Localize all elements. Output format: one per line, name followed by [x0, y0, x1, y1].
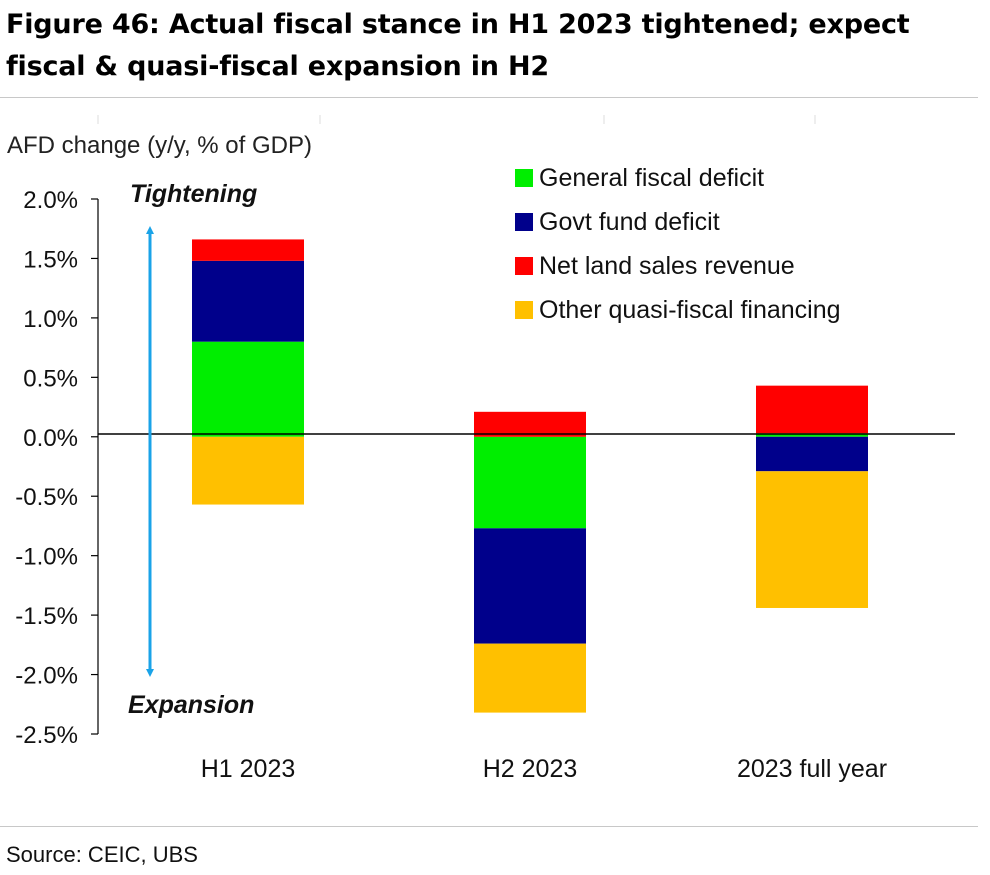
bar-segment [474, 528, 586, 644]
tightening-label: Tightening [130, 180, 257, 208]
legend-label: Govt fund deficit [539, 208, 720, 236]
y-tick-label: 1.5% [23, 246, 78, 273]
legend: General fiscal deficit Govt fund deficit N… [515, 164, 841, 324]
legend-swatch [515, 257, 533, 275]
bar-segment [756, 433, 868, 437]
expansion-label: Expansion [128, 691, 254, 719]
y-tick-label: 0.5% [23, 365, 78, 392]
figure-title: Figure 46: Actual fiscal stance in H1 20… [6, 9, 910, 82]
bar-segment [192, 341, 304, 437]
legend-swatch [515, 169, 533, 187]
stacked-bar-chart: 2.0% 1.5% 1.0% 0.5% 0.0% -0.5% -1.0% -1.5% -2.0%… [7, 115, 955, 783]
y-tick-label: 2.0% [23, 187, 78, 214]
title-divider [0, 97, 978, 98]
bar-segment [756, 385, 868, 434]
bar-segment [756, 471, 868, 608]
bar-segment [192, 239, 304, 261]
bar-segment [756, 436, 868, 472]
legend-label: Other quasi-fiscal financing [539, 296, 841, 324]
legend-label: General fiscal deficit [539, 164, 764, 192]
bars [192, 239, 868, 713]
y-axis-label: AFD change (y/y, % of GDP) [7, 132, 312, 159]
legend-swatch [515, 213, 533, 231]
legend-swatch [515, 301, 533, 319]
y-tick-labels: 2.0% 1.5% 1.0% 0.5% 0.0% -0.5% -1.0% -1.5% -2.0%… [15, 187, 78, 749]
y-tick-label: -2.5% [15, 722, 78, 749]
bar-segment [192, 260, 304, 342]
tick-marks [91, 198, 98, 735]
category-label: 2023 full year [737, 755, 887, 783]
y-tick-label: 0.0% [23, 425, 78, 452]
source-note: Source: CEIC, UBS [6, 842, 198, 867]
category-label: H1 2023 [201, 755, 296, 783]
bar-segment [474, 436, 586, 529]
y-tick-label: -1.5% [15, 603, 78, 630]
y-tick-label: -0.5% [15, 484, 78, 511]
top-gridmarks [97, 115, 816, 124]
bar-segment [192, 436, 304, 505]
y-tick-label: -1.0% [15, 544, 78, 571]
footer-divider [0, 826, 978, 827]
category-labels: H1 2023 H2 2023 2023 full year [201, 755, 887, 783]
y-tick-label: -2.0% [15, 663, 78, 690]
bar-segment [474, 643, 586, 713]
bar-segment [474, 411, 586, 437]
y-tick-label: 1.0% [23, 306, 78, 333]
legend-label: Net land sales revenue [539, 252, 795, 280]
category-label: H2 2023 [483, 755, 578, 783]
